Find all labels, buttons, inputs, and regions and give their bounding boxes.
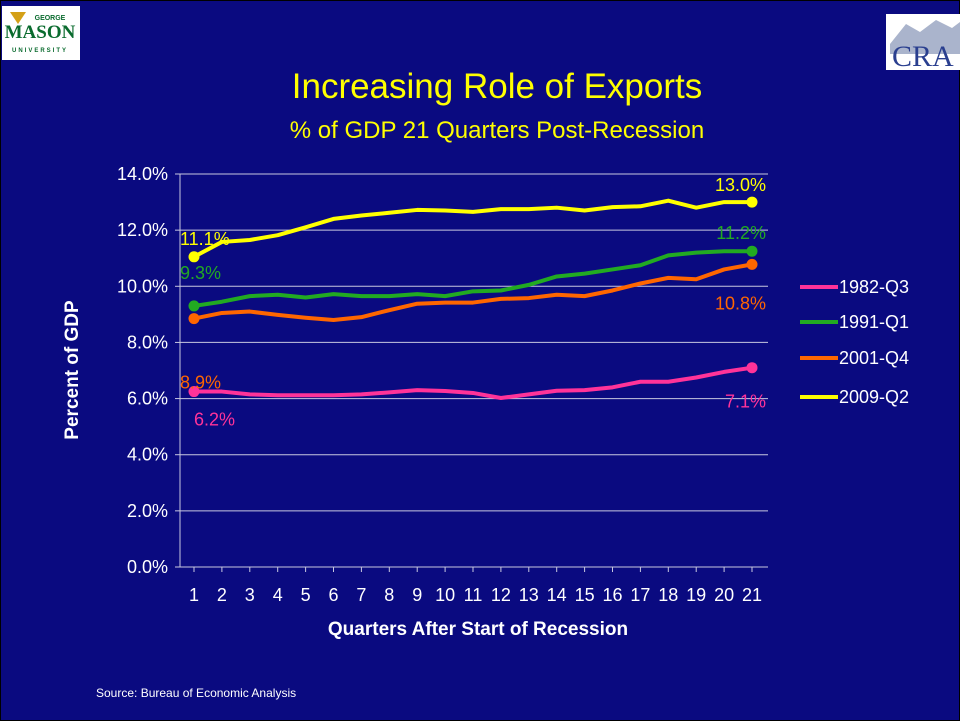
x-tick-label: 3 xyxy=(245,585,255,605)
george-mason-logo: GEORGE MASON UNIVERSITY xyxy=(2,6,80,60)
george-mason-logo-mark: GEORGE MASON UNIVERSITY xyxy=(5,12,76,54)
legend-label-1991-Q1: 1991-Q1 xyxy=(839,312,909,332)
y-tick-label: 6.0% xyxy=(127,389,168,409)
cra-logo-text: CRA xyxy=(892,40,954,70)
x-tick-label: 17 xyxy=(630,585,650,605)
logo-line-2: MASON xyxy=(5,22,76,43)
legend-label-2001-Q4: 2001-Q4 xyxy=(839,348,909,368)
legend-label-2009-Q2: 2009-Q2 xyxy=(839,387,909,407)
series-point-2009-Q2 xyxy=(188,251,200,263)
data-label-1982-Q3: 6.2% xyxy=(194,410,235,430)
x-tick-label: 7 xyxy=(356,585,366,605)
x-tick-label: 20 xyxy=(714,585,734,605)
x-tick-label: 21 xyxy=(742,585,762,605)
x-tick-label: 10 xyxy=(435,585,455,605)
y-tick-label: 12.0% xyxy=(117,220,168,240)
x-tick-label: 14 xyxy=(547,585,567,605)
x-tick-label: 8 xyxy=(384,585,394,605)
series-point-2001-Q4 xyxy=(746,258,758,270)
x-tick-label: 4 xyxy=(273,585,283,605)
y-axis-ticks: 0.0% 2.0% 4.0% 6.0% 8.0% 10.0% 12.0% 14.0% xyxy=(117,164,180,577)
y-axis-label: Percent of GDP xyxy=(62,300,83,440)
series-line-2009-Q2 xyxy=(193,198,752,259)
x-tick-label: 9 xyxy=(412,585,422,605)
cra-logo-map-shape xyxy=(890,20,960,54)
source-note: Source: Bureau of Economic Analysis xyxy=(96,686,297,700)
x-tick-label: 11 xyxy=(464,585,483,605)
data-label-2009-Q2: 11.1% xyxy=(180,229,230,249)
data-label-1991-Q1: 9.3% xyxy=(180,263,221,283)
chart-axes xyxy=(179,174,768,568)
series-line-1982-Q3 xyxy=(194,365,753,401)
series-point-1982-Q3 xyxy=(746,362,758,374)
y-tick-label: 8.0% xyxy=(127,332,168,352)
logo-leaf-shape xyxy=(10,12,26,24)
series-point-1982-Q3 xyxy=(188,386,200,398)
x-axis-label: Quarters After Start of Recession xyxy=(328,619,628,640)
data-label-2001-Q4: 8.9% xyxy=(180,373,221,393)
chart-data-labels: 6.2% 7.1% 9.3% 11.2% 8.9% 10.8% 11.1% 13.0% xyxy=(180,175,766,429)
series-line-1991-Q1 xyxy=(193,249,752,308)
series-point-2001-Q4 xyxy=(188,313,200,325)
series-line-2001-Q4 xyxy=(193,262,753,322)
series-point-2009-Q2 xyxy=(746,196,758,208)
y-tick-label: 10.0% xyxy=(117,276,168,296)
x-tick-label: 19 xyxy=(686,585,706,605)
chart-gridlines xyxy=(180,173,768,512)
x-tick-label: 1 xyxy=(189,585,199,605)
x-tick-label: 6 xyxy=(328,585,338,605)
x-axis-ticks: 1 2 3 4 5 6 7 8 9 10 11 12 13 14 15 16 17 18 19 20 21 xyxy=(189,567,762,605)
data-label-2009-Q2: 13.0% xyxy=(715,175,766,195)
logo-line-3: UNIVERSITY xyxy=(12,48,68,54)
chart-series xyxy=(188,196,758,401)
chart-title: Increasing Role of Exports xyxy=(292,67,702,106)
logo-line-1: GEORGE xyxy=(35,15,66,22)
y-tick-label: 2.0% xyxy=(127,501,168,521)
x-tick-label: 2 xyxy=(217,585,227,605)
x-tick-label: 13 xyxy=(519,585,539,605)
cra-logo-mark: CRA xyxy=(890,20,960,70)
data-label-1991-Q1: 11.2% xyxy=(716,223,766,243)
series-point-1991-Q1 xyxy=(746,245,758,257)
x-tick-label: 12 xyxy=(491,585,511,605)
x-tick-label: 18 xyxy=(658,585,678,605)
x-tick-label: 15 xyxy=(575,585,595,605)
series-point-1991-Q1 xyxy=(188,300,200,312)
y-tick-label: 4.0% xyxy=(127,445,168,465)
data-label-1982-Q3: 7.1% xyxy=(725,392,766,412)
data-label-2001-Q4: 10.8% xyxy=(715,293,766,313)
chart-subtitle: % of GDP 21 Quarters Post-Recession xyxy=(290,117,704,144)
chart-legend: 1982-Q3 1991-Q1 2001-Q4 2009-Q2 xyxy=(800,277,909,407)
cra-logo: CRA xyxy=(886,14,960,70)
x-tick-label: 5 xyxy=(301,585,311,605)
y-tick-label: 14.0% xyxy=(117,164,168,184)
x-tick-label: 16 xyxy=(602,585,622,605)
legend-label-1982-Q3: 1982-Q3 xyxy=(839,277,909,297)
y-tick-label: 0.0% xyxy=(127,557,168,577)
